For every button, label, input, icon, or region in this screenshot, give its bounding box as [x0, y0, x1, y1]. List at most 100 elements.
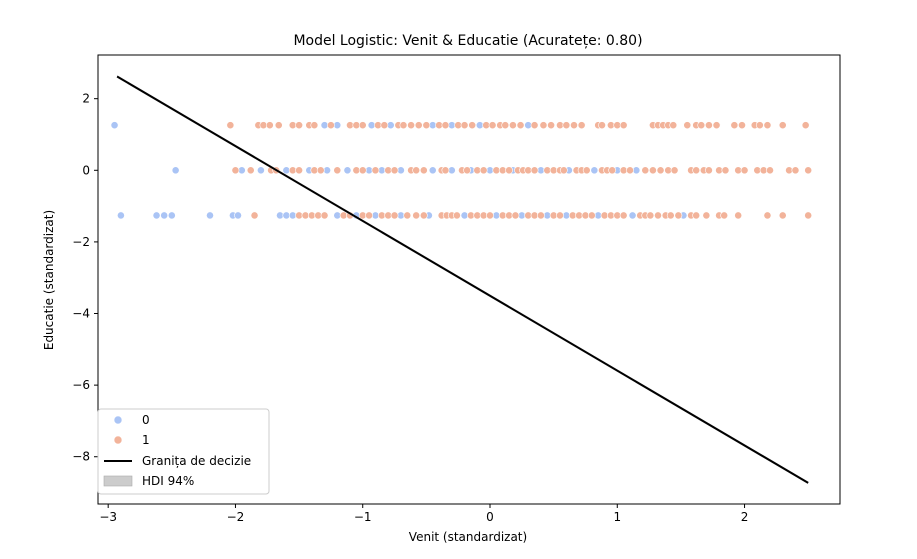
scatter-point-class-1 — [468, 121, 477, 130]
scatter-point-class-1 — [804, 211, 813, 220]
scatter-point-class-1 — [720, 211, 729, 220]
scatter-point-class-1 — [705, 121, 713, 130]
scatter-point-class-1 — [656, 166, 665, 175]
chart-title: Model Logistic: Venit & Educatie (Acurat… — [293, 33, 642, 49]
scatter-point-class-1 — [582, 166, 591, 175]
scatter-point-class-1 — [412, 166, 421, 175]
scatter-point-class-1 — [320, 211, 329, 220]
legend-marker-1 — [113, 435, 123, 445]
y-axis: 2 0 −2 −4 −6 −8 — [72, 92, 98, 464]
scatter-point-class-1 — [380, 121, 389, 130]
scatter-point-class-1 — [530, 121, 539, 130]
x-axis: −3 −2 −1 0 1 2 — [99, 504, 748, 524]
scatter-point-class-1 — [460, 121, 469, 130]
x-tick-label: −1 — [354, 510, 372, 524]
scatter-point-class-1 — [559, 166, 568, 175]
scatter-point-class-1 — [801, 121, 810, 130]
scatter-point-class-1 — [791, 166, 800, 175]
scatter-point-class-1 — [358, 166, 367, 175]
scatter-point-class-1 — [702, 211, 711, 220]
scatter-point-class-1 — [419, 211, 428, 220]
scatter-point-class-1 — [316, 166, 325, 175]
scatter-point-class-1 — [577, 121, 586, 130]
scatter-point-class-1 — [419, 166, 428, 175]
scatter-point-class-1 — [619, 121, 628, 130]
x-tick-label: 0 — [486, 510, 494, 524]
scatter-point-class-1 — [295, 121, 303, 130]
scatter-point-class-1 — [365, 211, 373, 220]
scatter-point-class-1 — [295, 166, 303, 175]
legend-label-boundary: Granița de decizie — [142, 454, 251, 468]
legend-box — [97, 408, 270, 495]
scatter-point-class-1 — [692, 166, 701, 175]
scatter-point-class-0 — [343, 166, 352, 175]
scatter-point-class-1 — [740, 166, 749, 175]
scatter-point-class-1 — [778, 121, 787, 130]
scatter-point-class-1 — [763, 211, 772, 220]
x-tick-label: 2 — [741, 510, 749, 524]
scatter-point-class-1 — [501, 121, 510, 130]
scatter-point-class-1 — [683, 121, 692, 130]
scatter-point-class-1 — [390, 166, 399, 175]
scatter-point-class-1 — [414, 121, 423, 130]
legend-label-0: 0 — [142, 413, 150, 427]
scatter-point-class-1 — [766, 166, 774, 175]
scatter-point-class-1 — [674, 211, 683, 220]
scatter-point-class-1 — [333, 166, 342, 175]
scatter-point-class-1 — [441, 121, 450, 130]
scatter-point-class-1 — [412, 211, 421, 220]
scatter-point-class-1 — [734, 211, 743, 220]
scatter-point-class-1 — [390, 211, 399, 220]
scatter-point-class-1 — [646, 211, 655, 220]
y-axis-label: Educatie (standardizat) — [42, 210, 56, 350]
scatter-point-class-1 — [670, 166, 679, 175]
scatter-point-class-1 — [422, 121, 431, 130]
scatter-point-class-1 — [539, 121, 548, 130]
plot-area — [110, 75, 813, 485]
scatter-point-class-1 — [712, 121, 721, 130]
scatter-point-class-1 — [666, 211, 675, 220]
scatter-point-class-1 — [730, 121, 739, 130]
scatter-point-class-1 — [310, 121, 319, 130]
scatter-point-class-1 — [669, 121, 678, 130]
scatter-point-class-1 — [327, 121, 335, 130]
scatter-point-class-1 — [587, 211, 596, 220]
scatter-point-class-1 — [246, 166, 255, 175]
scatter-point-class-1 — [231, 166, 240, 175]
scatter-point-class-1 — [547, 121, 555, 130]
scatter-point-class-1 — [441, 166, 450, 175]
scatter-point-class-1 — [755, 121, 764, 130]
scatter-point-class-1 — [608, 166, 617, 175]
scatter-point-class-1 — [453, 211, 461, 220]
scatter-point-class-1 — [358, 121, 367, 130]
y-tick-label: −8 — [72, 450, 90, 464]
decision-boundary-line — [116, 75, 809, 484]
scatter-point-class-1 — [705, 166, 713, 175]
scatter-point-class-0 — [110, 121, 119, 130]
scatter-point-class-1 — [505, 166, 513, 175]
scatter-point-class-1 — [537, 211, 545, 220]
scatter-point-class-1 — [641, 166, 650, 175]
scatter-point-class-1 — [399, 121, 408, 130]
scatter-point-class-1 — [511, 211, 520, 220]
scatter-point-class-1 — [486, 211, 494, 220]
scatter-point-class-1 — [371, 166, 380, 175]
scatter-point-class-0 — [590, 166, 599, 175]
scatter-point-class-0 — [117, 211, 125, 220]
scatter-point-class-1 — [530, 166, 539, 175]
scatter-point-class-1 — [721, 166, 730, 175]
scatter-point-class-1 — [697, 121, 706, 130]
scatter-point-class-1 — [516, 121, 525, 130]
scatter-point-class-1 — [804, 166, 813, 175]
legend-label-hdi: HDI 94% — [142, 474, 194, 488]
y-tick-label: −2 — [72, 235, 90, 249]
x-axis-label: Venit (standardizat) — [409, 530, 527, 544]
x-tick-label: 1 — [613, 510, 621, 524]
scatter-point-class-1 — [619, 211, 628, 220]
scatter-point-class-1 — [556, 211, 564, 220]
scatter-point-class-1 — [738, 121, 746, 130]
scatter-point-class-1 — [649, 166, 657, 175]
legend-hdi-patch — [103, 475, 133, 487]
scatter-point-class-1 — [562, 121, 571, 130]
scatter-point-class-0 — [428, 166, 437, 175]
